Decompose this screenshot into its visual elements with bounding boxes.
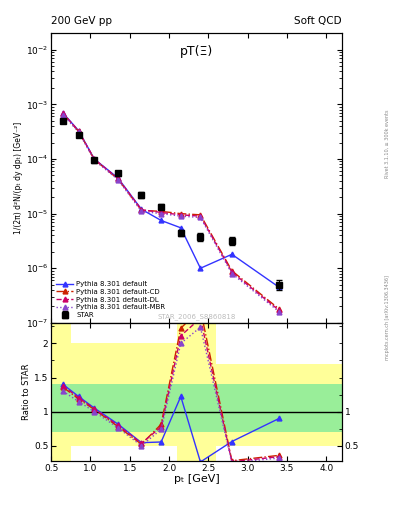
Pythia 8.301 default-CD <box>76 129 81 135</box>
Pythia 8.301 default-DL <box>92 156 97 162</box>
Line: Pythia 8.301 default-DL: Pythia 8.301 default-DL <box>61 111 281 313</box>
Bar <box>51 385 71 432</box>
Bar <box>216 385 342 432</box>
Pythia 8.301 default-CD <box>230 268 234 274</box>
Bar <box>216 364 342 446</box>
Bar <box>177 323 216 461</box>
Pythia 8.301 default-DL <box>230 269 234 275</box>
Text: 200 GeV pp: 200 GeV pp <box>51 16 112 26</box>
Y-axis label: Ratio to STAR: Ratio to STAR <box>22 364 31 420</box>
Pythia 8.301 default-MBR <box>178 213 183 219</box>
Pythia 8.301 default-MBR <box>277 309 281 315</box>
Line: Pythia 8.301 default: Pythia 8.301 default <box>61 111 281 290</box>
Text: STAR_2006_S8860818: STAR_2006_S8860818 <box>157 313 236 320</box>
Pythia 8.301 default-MBR <box>230 270 234 276</box>
Pythia 8.301 default-MBR <box>92 157 97 163</box>
Pythia 8.301 default-MBR <box>61 112 65 118</box>
Pythia 8.301 default-DL <box>139 207 144 213</box>
Text: mcplots.cern.ch [arXiv:1306.3436]: mcplots.cern.ch [arXiv:1306.3436] <box>385 275 390 360</box>
Pythia 8.301 default <box>61 110 65 116</box>
Pythia 8.301 default-DL <box>277 307 281 313</box>
Pythia 8.301 default <box>178 225 183 231</box>
Pythia 8.301 default-MBR <box>159 210 163 217</box>
Pythia 8.301 default-MBR <box>116 177 120 183</box>
Pythia 8.301 default <box>76 127 81 134</box>
Pythia 8.301 default-CD <box>61 111 65 117</box>
Bar <box>71 344 177 446</box>
Line: Pythia 8.301 default-CD: Pythia 8.301 default-CD <box>61 111 281 311</box>
Pythia 8.301 default-CD <box>92 156 97 162</box>
Text: Soft QCD: Soft QCD <box>294 16 342 26</box>
Pythia 8.301 default-CD <box>139 207 144 214</box>
Pythia 8.301 default-MBR <box>76 129 81 135</box>
Pythia 8.301 default <box>139 206 144 212</box>
Pythia 8.301 default-DL <box>76 128 81 134</box>
Pythia 8.301 default-DL <box>198 213 203 219</box>
Pythia 8.301 default-MBR <box>139 208 144 215</box>
Pythia 8.301 default <box>198 265 203 271</box>
Pythia 8.301 default-CD <box>159 208 163 215</box>
Pythia 8.301 default-DL <box>178 212 183 218</box>
Pythia 8.301 default-DL <box>159 209 163 216</box>
Line: Pythia 8.301 default-MBR: Pythia 8.301 default-MBR <box>61 112 281 314</box>
Text: Rivet 3.1.10, ≥ 300k events: Rivet 3.1.10, ≥ 300k events <box>385 109 390 178</box>
Pythia 8.301 default-CD <box>277 306 281 312</box>
Pythia 8.301 default <box>92 156 97 162</box>
X-axis label: pₜ [GeV]: pₜ [GeV] <box>174 474 219 484</box>
Pythia 8.301 default <box>116 175 120 181</box>
Pythia 8.301 default <box>159 218 163 224</box>
Y-axis label: 1/(2π) d²N/(pₜ dy dpₜ) [GeV⁻²]: 1/(2π) d²N/(pₜ dy dpₜ) [GeV⁻²] <box>14 122 23 234</box>
Pythia 8.301 default-CD <box>116 176 120 182</box>
Pythia 8.301 default-MBR <box>198 215 203 221</box>
Pythia 8.301 default-DL <box>116 176 120 182</box>
Legend: Pythia 8.301 default, Pythia 8.301 default-CD, Pythia 8.301 default-DL, Pythia 8: Pythia 8.301 default, Pythia 8.301 defau… <box>54 279 167 320</box>
Pythia 8.301 default <box>230 251 234 258</box>
Pythia 8.301 default-CD <box>178 210 183 217</box>
Pythia 8.301 default <box>277 284 281 290</box>
Bar <box>71 385 177 432</box>
Text: pT(Ξ): pT(Ξ) <box>180 45 213 58</box>
Bar <box>51 323 71 461</box>
Pythia 8.301 default-DL <box>61 110 65 116</box>
Pythia 8.301 default-CD <box>198 212 203 218</box>
Bar <box>177 385 216 432</box>
